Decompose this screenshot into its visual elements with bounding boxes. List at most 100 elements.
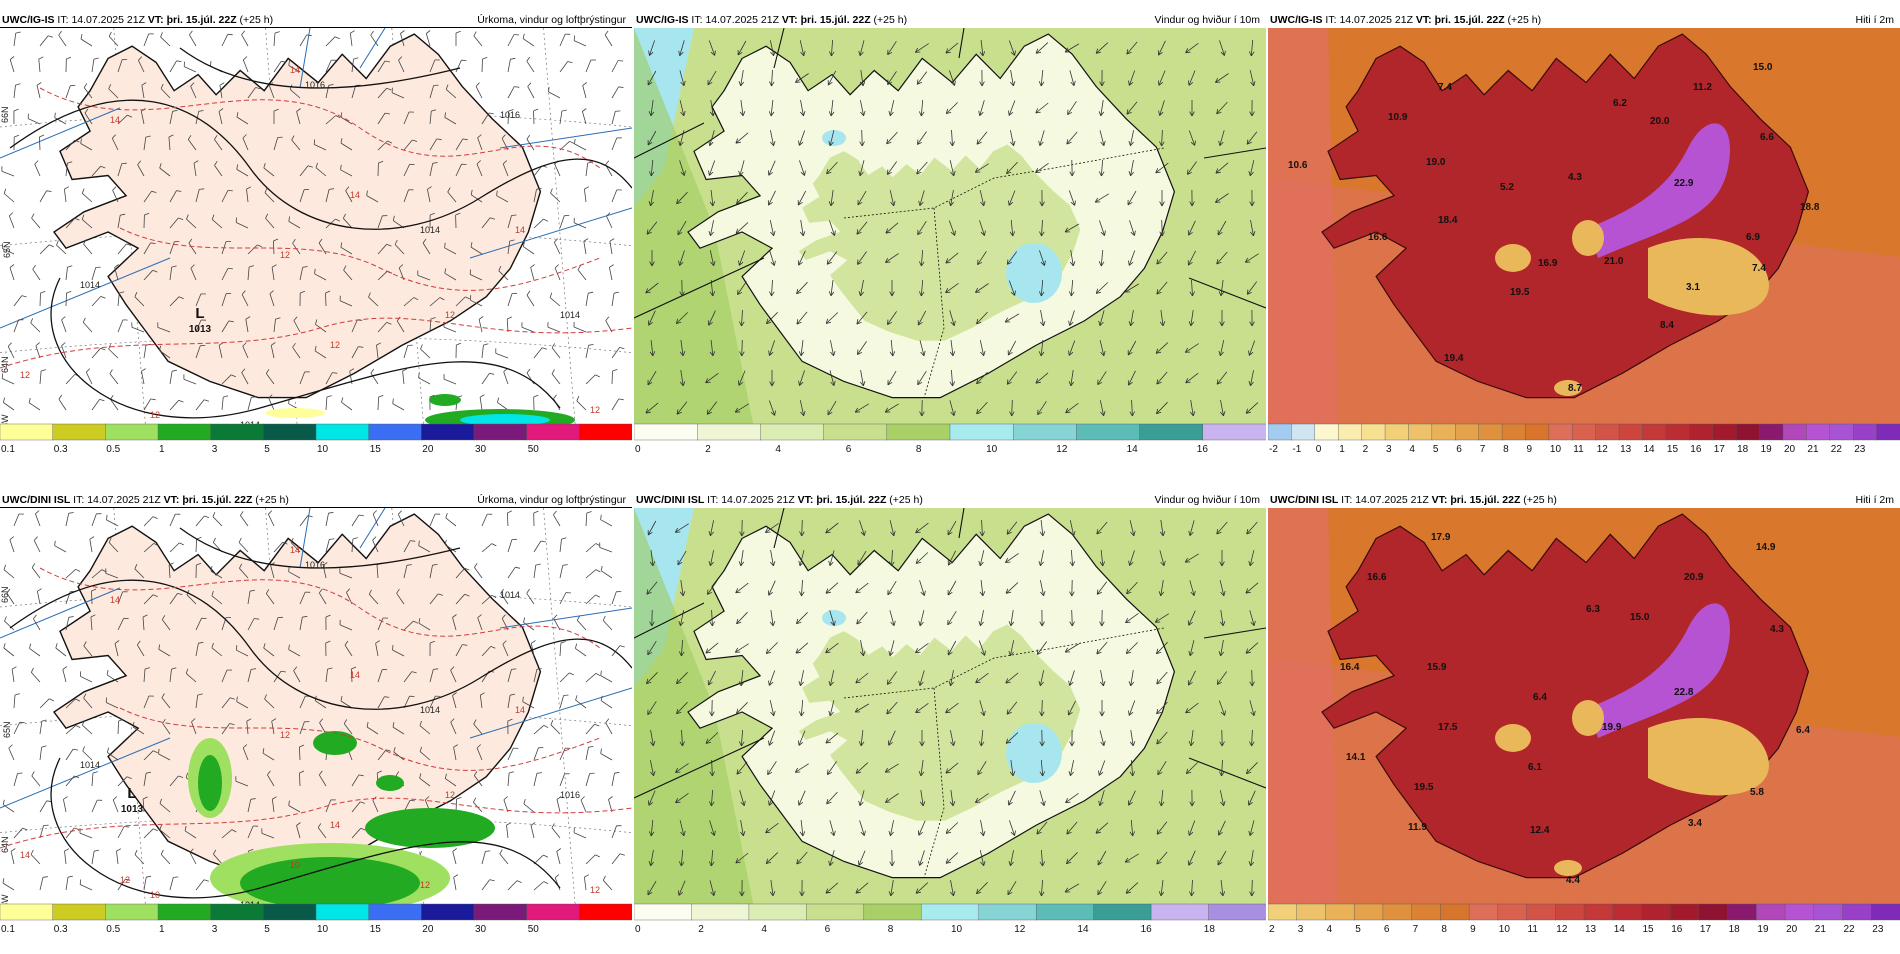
- colorbar-swatch: [1502, 424, 1526, 440]
- colorbar-tick: 7: [1480, 444, 1486, 455]
- colorbar-swatch: [887, 424, 951, 440]
- colorbar-swatch: [211, 904, 264, 920]
- colorbar-swatch: [1736, 424, 1760, 440]
- colorbar-tick: 23: [1872, 924, 1884, 935]
- colorbar-tick: 5: [264, 444, 270, 455]
- colorbar-swatch: [1338, 424, 1362, 440]
- map-area[interactable]: [634, 28, 1266, 424]
- colorbar-tick: 2: [705, 444, 711, 455]
- colorbar-tick: 30: [475, 444, 487, 455]
- graticule-label: 65N: [2, 721, 12, 738]
- temperature-point-label: 17.5: [1438, 722, 1458, 733]
- colorbar-swatch: [864, 904, 922, 920]
- colorbar-tick: 19: [1761, 444, 1773, 455]
- temperature-point-label: 10.6: [1288, 160, 1308, 171]
- colorbar-swatch: [1440, 904, 1469, 920]
- colorbar-tick: 12: [1056, 444, 1068, 455]
- forecast-panel-temp-top: UWC/IG-IS IT: 14.07.2025 21Z VT: þri. 15…: [1268, 12, 1900, 474]
- temperature-point-label: 6.4: [1533, 692, 1547, 703]
- temperature-point-label: 6.9: [1746, 232, 1760, 243]
- isobar-label: 1014: [420, 225, 440, 235]
- colorbar-tick: 8: [1441, 924, 1447, 935]
- temperature-point-label: 6.1: [1528, 762, 1542, 773]
- colorbar-tick: 0: [1316, 444, 1322, 455]
- map-canvas: [634, 508, 1266, 904]
- temperature-point-label: 22.9: [1674, 178, 1694, 189]
- temperature-point-label: 5.2: [1500, 182, 1514, 193]
- panel-header-left: UWC/IG-IS IT: 14.07.2025 21Z VT: þri. 15…: [1270, 12, 1541, 28]
- colorbar-tick: 14: [1614, 924, 1626, 935]
- colorbar-tick: 14: [1127, 444, 1139, 455]
- panel-header-left: UWC/IG-IS IT: 14.07.2025 21Z VT: þri. 15…: [2, 12, 273, 28]
- colorbar-swatch: [1498, 904, 1527, 920]
- lead-time: (+25 h): [240, 14, 274, 26]
- colorbar-swatch: [1613, 904, 1642, 920]
- init-time-label: IT:: [57, 14, 68, 26]
- panel-header: UWC/IG-IS IT: 14.07.2025 21Z VT: þri. 15…: [0, 12, 632, 28]
- temperature-label: 12: [150, 410, 160, 420]
- map-area[interactable]: [634, 508, 1266, 904]
- colorbar-swatch: [1806, 424, 1830, 440]
- colorbar-swatch: [105, 904, 158, 920]
- panel-header-left: UWC/DINI ISL IT: 14.07.2025 21Z VT: þri.…: [1270, 492, 1557, 508]
- colorbar-swatch: [421, 904, 474, 920]
- colorbar-swatch: [579, 424, 632, 440]
- temperature-point-label: 20.9: [1684, 572, 1704, 583]
- model-name: UWC/IG-IS: [636, 14, 689, 26]
- panel-header: UWC/DINI ISL IT: 14.07.2025 21Z VT: þri.…: [634, 492, 1266, 508]
- temperature-label: 12: [330, 340, 340, 350]
- map-canvas: L101310161014101410141016101414141414141…: [0, 508, 632, 904]
- colorbar-tick: 0: [635, 444, 641, 455]
- isobar-label: 1016: [500, 110, 520, 120]
- init-time-label: IT:: [1325, 14, 1336, 26]
- colorbar-swatch: [1291, 424, 1315, 440]
- colorbar-tick: 50: [528, 444, 540, 455]
- temperature-point-label: 6.6: [1760, 132, 1774, 143]
- map-area[interactable]: L101310161014101410141014101614141414121…: [0, 28, 632, 424]
- map-area[interactable]: L101310161014101410141016101414141414141…: [0, 508, 632, 904]
- colorbar-tick: 10: [317, 444, 329, 455]
- temperature-point-label: 15.9: [1427, 662, 1447, 673]
- colorbar-swatch: [697, 424, 761, 440]
- valid-time-label: VT:: [1416, 14, 1432, 26]
- colorbar-swatch: [527, 904, 580, 920]
- colorbar-swatch: [1641, 904, 1670, 920]
- colorbar-swatch: [1877, 424, 1900, 440]
- graticule-label: 64N: [0, 356, 10, 373]
- colorbar-tick: 2: [698, 924, 704, 935]
- colorbar-swatch: [263, 904, 316, 920]
- temperature-label: 14: [350, 190, 360, 200]
- colorbar-tick: 6: [1456, 444, 1462, 455]
- lead-time: (+25 h): [1523, 494, 1557, 506]
- colorbar-tick: 20: [422, 924, 434, 935]
- colorbar-tick: 23: [1854, 444, 1866, 455]
- colorbar-tick: 21: [1815, 924, 1827, 935]
- temperature-point-label: 19.9: [1602, 722, 1622, 733]
- colorbar-tick: 10: [1550, 444, 1562, 455]
- colorbar-tick: 10: [317, 924, 329, 935]
- colorbar-swatch: [1619, 424, 1643, 440]
- forecast-panel-wind-bottom: UWC/DINI ISL IT: 14.07.2025 21Z VT: þri.…: [634, 492, 1266, 954]
- valid-time: þri. 15.júl. 22Z: [801, 14, 871, 26]
- panel-title: Úrkoma, vindur og loftþrýstingur: [477, 12, 626, 28]
- temperature-point-label: 8.4: [1660, 320, 1674, 331]
- temperature-label: 12: [280, 730, 290, 740]
- low-pressure-letter: L: [195, 305, 204, 322]
- colorbar-tick: 0.1: [1, 924, 15, 935]
- init-time-label: IT:: [73, 494, 84, 506]
- model-name: UWC/DINI ISL: [1270, 494, 1338, 506]
- temperature-label: 14: [20, 850, 30, 860]
- colorbar-swatch: [1479, 424, 1503, 440]
- colorbar-swatch: [1383, 904, 1412, 920]
- colorbar-swatch: [369, 904, 422, 920]
- isobar-label: 1016: [560, 790, 580, 800]
- colorbar-swatch: [316, 424, 369, 440]
- colorbar-tick: 16: [1671, 924, 1683, 935]
- valid-time: þri. 15.júl. 22Z: [1450, 494, 1520, 506]
- isobar-label: 1014: [500, 590, 520, 600]
